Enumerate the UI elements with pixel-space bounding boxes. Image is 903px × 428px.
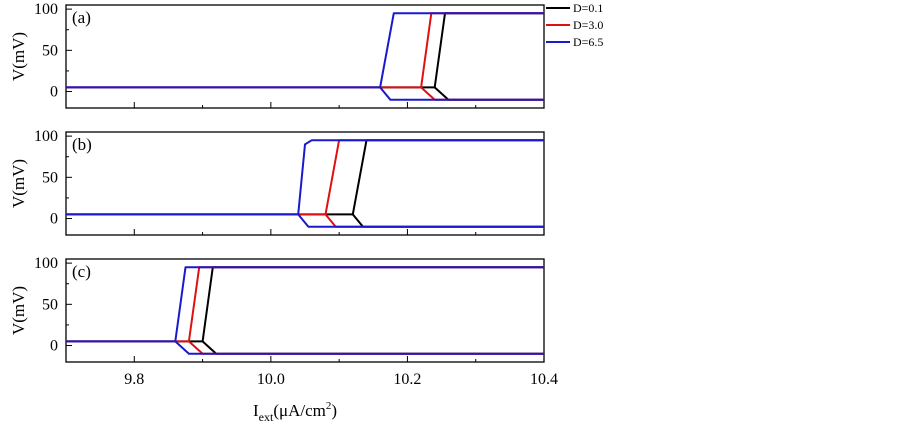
- series-line-d65-upper: [66, 266, 544, 343]
- x-axis-label-close: ): [331, 401, 337, 420]
- x-axis-label-sub: ext: [259, 410, 274, 424]
- series-line-d01-upper: [66, 266, 544, 343]
- x-axis-label-main: I: [253, 401, 259, 420]
- y-tick-label: 0: [50, 338, 58, 355]
- x-axis-label: Iext(μA/cm2): [253, 400, 337, 424]
- x-tick-label: 10.2: [393, 371, 421, 388]
- legend-label-d30: D=3.0: [573, 18, 603, 32]
- panel-c: 0 50 100 9.8 10.0 10.2 10.4 (c) V(mV): [9, 255, 558, 388]
- y-axis-label: V(mV): [9, 159, 28, 208]
- series-line-d65-upper: [66, 12, 544, 89]
- series-line-d65-lower: [297, 213, 544, 228]
- panel-frame: [65, 4, 545, 109]
- legend: D=0.1 D=3.0 D=6.5: [546, 1, 603, 49]
- x-tick-label: 10.0: [257, 371, 285, 388]
- series-line-d01-lower: [434, 86, 544, 101]
- panels-group: 0 50 100 (a) V(mV) 0 50 100 (b) V(mV) 0 50 100 9.8 10.…: [9, 1, 558, 388]
- panel-a: 0 50 100 (a) V(mV): [9, 1, 545, 109]
- x-axis-label-units: (μA/cm: [273, 401, 326, 420]
- panel-b: 0 50 100 (b) V(mV): [9, 128, 545, 236]
- y-axis-label: V(mV): [9, 286, 28, 335]
- y-tick-label: 50: [42, 296, 58, 313]
- series-line-d30-upper: [66, 12, 544, 89]
- x-tick-label: 10.4: [530, 371, 558, 388]
- legend-label-d01: D=0.1: [573, 1, 603, 15]
- series-line-d65-upper: [66, 139, 544, 216]
- panel-label: (b): [72, 135, 92, 154]
- series-line-d30-upper: [66, 266, 544, 343]
- series-line-d65-lower: [174, 340, 544, 355]
- panel-frame: [65, 258, 545, 363]
- x-axis-label-sup: 2: [326, 400, 332, 412]
- y-tick-label: 50: [42, 42, 58, 59]
- y-tick-label: 0: [50, 211, 58, 228]
- panel-frame: [65, 131, 545, 236]
- x-tick-label: 9.8: [124, 371, 144, 388]
- series-line-d01-lower: [201, 340, 544, 355]
- y-tick-label: 50: [42, 169, 58, 186]
- y-tick-label: 100: [34, 128, 58, 145]
- series-line-d01-lower: [352, 213, 544, 228]
- panel-label: (a): [72, 8, 91, 27]
- series-line-d30-lower: [420, 86, 544, 101]
- series-line-d30-lower: [188, 340, 544, 355]
- series-line-d01-upper: [66, 12, 544, 89]
- y-axis-label: V(mV): [9, 32, 28, 81]
- y-tick-label: 100: [34, 255, 58, 272]
- series-line-d65-lower: [379, 86, 544, 101]
- legend-label-d65: D=6.5: [573, 35, 603, 49]
- y-tick-label: 0: [50, 84, 58, 101]
- y-tick-label: 100: [34, 1, 58, 18]
- panel-label: (c): [72, 262, 91, 281]
